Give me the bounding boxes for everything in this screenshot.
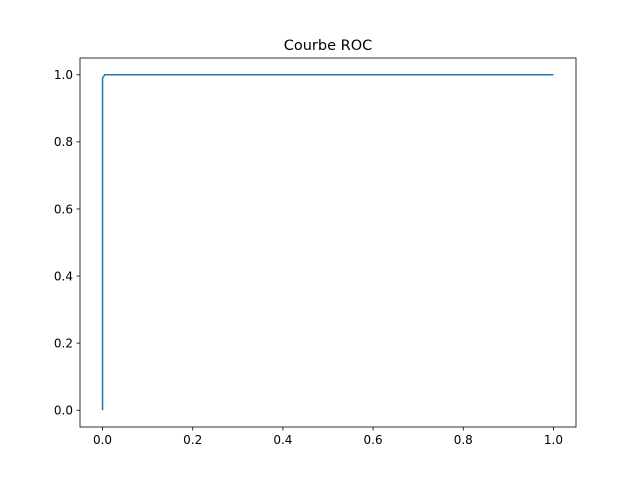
x-tick-label: 1.0 [544, 433, 563, 447]
y-tick-label: 0.8 [54, 135, 73, 149]
y-tick-label: 0.6 [54, 202, 73, 216]
y-tick-label: 0.4 [54, 269, 73, 283]
x-tick-label: 0.6 [364, 433, 383, 447]
roc-curve-line [101, 74, 554, 411]
chart-title: Courbe ROC [284, 38, 373, 54]
x-tick-label: 0.4 [273, 433, 292, 447]
x-tick-label: 0.0 [93, 433, 112, 447]
axes-frame [79, 57, 577, 428]
x-tick-label: 0.8 [454, 433, 473, 447]
plot-area: 0.0 0.2 0.4 0.6 0.8 1.0 0.0 0.2 0.4 0.6 0.8 1.0 [54, 57, 577, 447]
y-tick-label: 0.2 [54, 336, 73, 350]
y-tick-label: 0.0 [54, 404, 73, 418]
x-tick-label: 0.2 [183, 433, 202, 447]
y-tick-label: 1.0 [54, 68, 73, 82]
